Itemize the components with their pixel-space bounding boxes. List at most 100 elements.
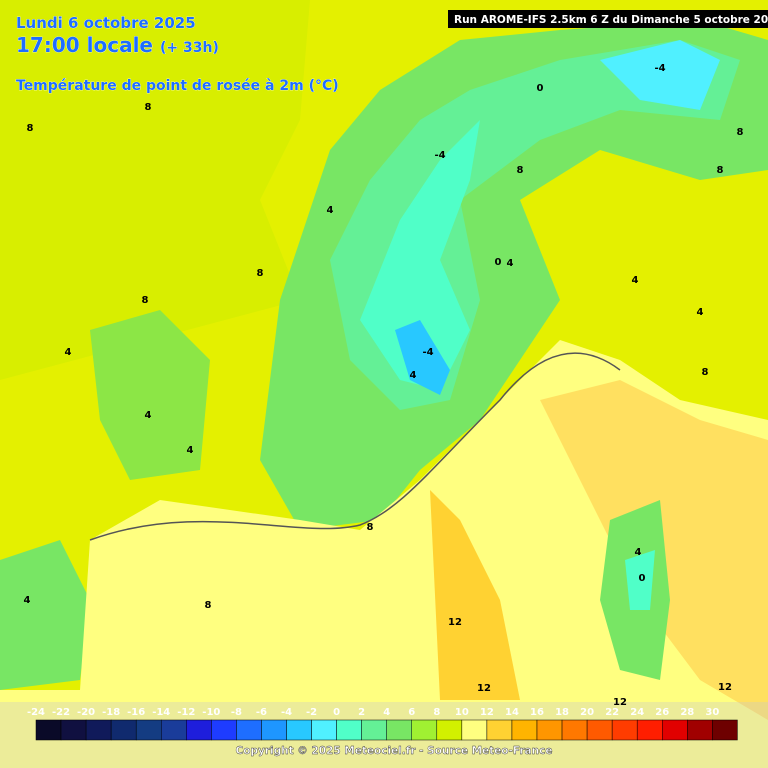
legend-swatch <box>261 719 287 741</box>
contour-label: 8 <box>702 367 709 378</box>
blue-area <box>395 320 450 395</box>
legend-tick-label: 24 <box>630 707 644 718</box>
contour-label: 0 <box>495 257 502 268</box>
legend-tick-label: 20 <box>580 707 594 718</box>
legend-tick-label: 28 <box>680 707 694 718</box>
legend-swatch <box>236 719 262 741</box>
legend-swatch <box>311 719 337 741</box>
legend-tick-label: -14 <box>152 707 170 718</box>
contour-label: 8 <box>717 165 724 176</box>
legend-tick-label: 8 <box>433 707 440 718</box>
legend-swatch <box>486 719 513 741</box>
legend-swatch <box>386 719 413 741</box>
legend-tick-label: -24 <box>27 707 45 718</box>
legend-swatch <box>687 719 713 741</box>
legend-tick-label: -20 <box>77 707 95 718</box>
contour-label: -4 <box>422 347 433 358</box>
legend-tick-label: 10 <box>455 707 469 718</box>
contour-label: 4 <box>635 547 642 558</box>
legend-swatch <box>186 719 212 741</box>
contour-label: 4 <box>187 445 194 456</box>
contour-label: 12 <box>477 683 491 694</box>
corsica-high <box>625 550 655 610</box>
legend-tick-label: 16 <box>530 707 544 718</box>
contour-label: 4 <box>327 205 334 216</box>
green-area <box>0 540 90 690</box>
legend-swatch <box>361 719 387 741</box>
legend-tick-label: 18 <box>555 707 569 718</box>
cyan-area <box>600 40 720 110</box>
copyright: Copyright © 2025 Meteociel.fr - Source M… <box>236 745 553 757</box>
legend-tick-label: 14 <box>505 707 519 718</box>
legend-swatch <box>712 719 738 741</box>
contour-label: 4 <box>65 347 72 358</box>
contour-label: 0 <box>537 83 544 94</box>
legend-tick-label: -18 <box>102 707 120 718</box>
contour-label: 8 <box>27 123 34 134</box>
legend-swatch <box>586 719 613 741</box>
contour-label: 4 <box>507 258 514 269</box>
contour-label: 4 <box>632 275 639 286</box>
legend-tick-label: 6 <box>408 707 415 718</box>
legend-swatch <box>461 719 488 741</box>
contour-label: 0 <box>639 573 646 584</box>
legend-tick-label: -12 <box>177 707 195 718</box>
cyan-area <box>360 120 480 390</box>
contour-label: 8 <box>205 600 212 611</box>
legend-swatch <box>135 719 162 741</box>
contour-label: 4 <box>24 595 31 606</box>
yellow-area <box>0 0 310 380</box>
lead-time: (+ 33h) <box>160 40 219 56</box>
legend-tick-label: -22 <box>52 707 70 718</box>
legend-tick-label: -8 <box>231 707 242 718</box>
contour-label: 12 <box>718 682 732 693</box>
legend-swatch <box>636 719 663 741</box>
contour-label: 4 <box>410 370 417 381</box>
legend-swatch <box>436 719 463 741</box>
contour-label: 8 <box>257 268 264 279</box>
legend-swatch <box>35 719 62 741</box>
legend-swatch <box>60 719 87 741</box>
legend-tick-label: 2 <box>358 707 365 718</box>
legend-tick-label: 26 <box>655 707 669 718</box>
coastline <box>89 352 621 541</box>
legend-swatch <box>161 719 187 741</box>
legend-tick-label: 4 <box>383 707 390 718</box>
legend-tick-label: -10 <box>202 707 220 718</box>
contour-label: 8 <box>142 295 149 306</box>
legend-swatch <box>662 719 688 741</box>
legend-swatch <box>286 719 312 741</box>
contour-label: 8 <box>367 522 374 533</box>
contour-label: 12 <box>613 697 627 708</box>
legend-swatch <box>536 719 563 741</box>
contour-label: 8 <box>737 127 744 138</box>
legend-tick-label: -2 <box>306 707 317 718</box>
time: 17:00 locale <box>16 33 153 57</box>
legend-tick-label: 30 <box>705 707 719 718</box>
contour-label: 4 <box>697 307 704 318</box>
contour-label: 8 <box>145 102 152 113</box>
legend-swatch <box>511 719 538 741</box>
legend-tick-label: 12 <box>480 707 494 718</box>
legend-tick-label: -4 <box>281 707 292 718</box>
contour-label: -4 <box>654 63 665 74</box>
contour-label: 4 <box>145 410 152 421</box>
run-banner <box>448 10 768 28</box>
legend-tick-label: -6 <box>256 707 267 718</box>
green-area <box>90 310 210 480</box>
parameter: Température de point de rosée à 2m (°C) <box>16 78 339 94</box>
legend-swatch <box>411 719 438 741</box>
date: Lundi 6 octobre 2025 <box>16 14 196 32</box>
legend-swatch <box>561 719 588 741</box>
legend-tick-label: 22 <box>605 707 619 718</box>
legend-swatch <box>611 719 638 741</box>
contour-label: 8 <box>517 165 524 176</box>
contour-label: 12 <box>448 617 462 628</box>
legend-tick-label: 0 <box>333 707 340 718</box>
contour-label: -4 <box>434 150 445 161</box>
warm-sea-area <box>430 490 520 700</box>
green-area <box>260 20 768 530</box>
run-info: Run AROME-IFS 2.5km 6 Z du Dimanche 5 oc… <box>454 14 768 26</box>
legend-tick-label: -16 <box>127 707 145 718</box>
